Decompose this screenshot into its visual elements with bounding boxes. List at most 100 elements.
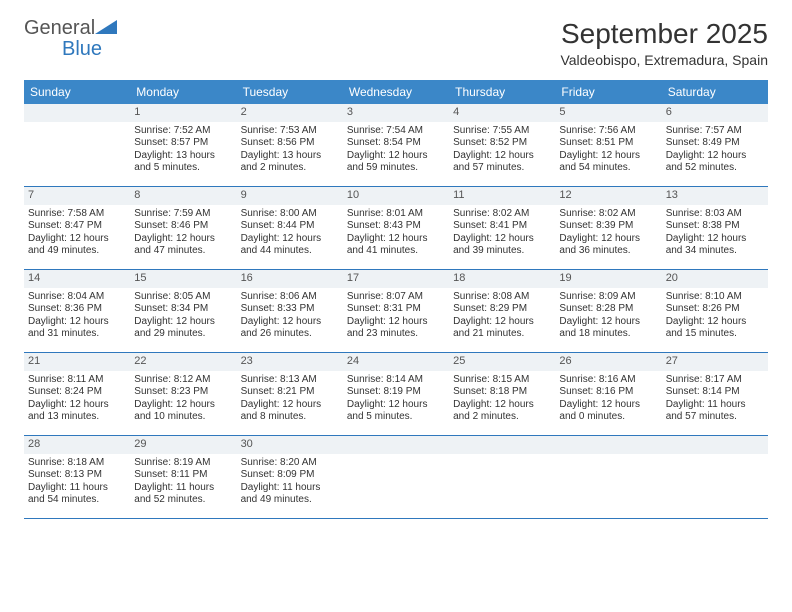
page-title: September 2025 <box>560 18 768 50</box>
sunrise-text: Sunrise: 8:06 AM <box>241 291 339 304</box>
logo: General Blue <box>24 18 117 60</box>
day-number: 5 <box>555 104 661 122</box>
daylight-text: Daylight: 12 hours and 59 minutes. <box>347 150 445 175</box>
day-cell: 25Sunrise: 8:15 AMSunset: 8:18 PMDayligh… <box>449 353 555 435</box>
sunrise-text: Sunrise: 7:56 AM <box>559 125 657 138</box>
day-number: 21 <box>24 353 130 371</box>
day-number: 19 <box>555 270 661 288</box>
day-cell: 2Sunrise: 7:53 AMSunset: 8:56 PMDaylight… <box>237 104 343 186</box>
sunset-text: Sunset: 8:52 PM <box>453 137 551 150</box>
sunrise-text: Sunrise: 8:05 AM <box>134 291 232 304</box>
sunrise-text: Sunrise: 8:02 AM <box>559 208 657 221</box>
weekday-header: Saturday <box>662 80 768 104</box>
day-cell: 22Sunrise: 8:12 AMSunset: 8:23 PMDayligh… <box>130 353 236 435</box>
sunrise-text: Sunrise: 7:53 AM <box>241 125 339 138</box>
day-cell: 17Sunrise: 8:07 AMSunset: 8:31 PMDayligh… <box>343 270 449 352</box>
daylight-text: Daylight: 12 hours and 23 minutes. <box>347 316 445 341</box>
day-number: 16 <box>237 270 343 288</box>
day-number: 24 <box>343 353 449 371</box>
day-cell <box>449 436 555 518</box>
daylight-text: Daylight: 12 hours and 2 minutes. <box>453 399 551 424</box>
sunrise-text: Sunrise: 8:03 AM <box>666 208 764 221</box>
daylight-text: Daylight: 11 hours and 49 minutes. <box>241 482 339 507</box>
day-cell: 4 Sunrise: 7:55 AMSunset: 8:52 PMDaylight… <box>449 104 555 186</box>
title-block: September 2025 Valdeobispo, Extremadura,… <box>560 18 768 68</box>
daylight-text: Daylight: 13 hours and 5 minutes. <box>134 150 232 175</box>
day-cell: 16 Sunrise: 8:06 AMSunset: 8:33 PMDayligh… <box>237 270 343 352</box>
sunset-text: Sunset: 8:41 PM <box>453 220 551 233</box>
sunset-text: Sunset: 8:47 PM <box>28 220 126 233</box>
daylight-text: Daylight: 12 hours and 44 minutes. <box>241 233 339 258</box>
weekday-header: Monday <box>130 80 236 104</box>
calendar: SundayMondayTuesdayWednesdayThursdayFrid… <box>24 80 768 519</box>
page-subtitle: Valdeobispo, Extremadura, Spain <box>560 52 768 68</box>
day-cell: 26Sunrise: 8:16 AMSunset: 8:16 PMDayligh… <box>555 353 661 435</box>
day-cell: 19Sunrise: 8:09 AMSunset: 8:28 PMDayligh… <box>555 270 661 352</box>
sunset-text: Sunset: 8:36 PM <box>28 303 126 316</box>
sunset-text: Sunset: 8:09 PM <box>241 469 339 482</box>
day-number: 23 <box>237 353 343 371</box>
sunset-text: Sunset: 8:34 PM <box>134 303 232 316</box>
sunset-text: Sunset: 8:57 PM <box>134 137 232 150</box>
sunset-text: Sunset: 8:31 PM <box>347 303 445 316</box>
sunset-text: Sunset: 8:24 PM <box>28 386 126 399</box>
day-number: 22 <box>130 353 236 371</box>
day-number: 28 <box>24 436 130 454</box>
day-cell: 27 Sunrise: 8:17 AMSunset: 8:14 PMDayligh… <box>662 353 768 435</box>
day-cell: 18Sunrise: 8:08 AMSunset: 8:29 PMDayligh… <box>449 270 555 352</box>
day-number: 30 <box>237 436 343 454</box>
day-number <box>662 436 768 454</box>
day-number: 14 <box>24 270 130 288</box>
day-cell: 20Sunrise: 8:10 AMSunset: 8:26 PMDayligh… <box>662 270 768 352</box>
sunrise-text: Sunrise: 8:13 AM <box>241 374 339 387</box>
sunset-text: Sunset: 8:33 PM <box>241 303 339 316</box>
header: General Blue September 2025 Valdeobispo,… <box>24 18 768 68</box>
day-cell: 12Sunrise: 8:02 AMSunset: 8:39 PMDayligh… <box>555 187 661 269</box>
day-cell: 10Sunrise: 8:01 AMSunset: 8:43 PMDayligh… <box>343 187 449 269</box>
sunset-text: Sunset: 8:14 PM <box>666 386 764 399</box>
week-row: 28Sunrise: 8:18 AMSunset: 8:13 PMDayligh… <box>24 436 768 519</box>
day-number: 4 <box>449 104 555 122</box>
day-number <box>555 436 661 454</box>
logo-word-2: Blue <box>24 38 102 60</box>
day-number <box>449 436 555 454</box>
sunset-text: Sunset: 8:49 PM <box>666 137 764 150</box>
daylight-text: Daylight: 11 hours and 54 minutes. <box>28 482 126 507</box>
sunrise-text: Sunrise: 7:59 AM <box>134 208 232 221</box>
sunrise-text: Sunrise: 8:02 AM <box>453 208 551 221</box>
sunset-text: Sunset: 8:23 PM <box>134 386 232 399</box>
daylight-text: Daylight: 11 hours and 52 minutes. <box>134 482 232 507</box>
sunrise-text: Sunrise: 8:16 AM <box>559 374 657 387</box>
day-number: 11 <box>449 187 555 205</box>
sunset-text: Sunset: 8:28 PM <box>559 303 657 316</box>
sunrise-text: Sunrise: 8:15 AM <box>453 374 551 387</box>
day-cell: 5Sunrise: 7:56 AMSunset: 8:51 PMDaylight… <box>555 104 661 186</box>
weekday-header-row: SundayMondayTuesdayWednesdayThursdayFrid… <box>24 80 768 104</box>
daylight-text: Daylight: 12 hours and 57 minutes. <box>453 150 551 175</box>
weekday-header: Wednesday <box>343 80 449 104</box>
day-cell <box>24 104 130 186</box>
daylight-text: Daylight: 13 hours and 2 minutes. <box>241 150 339 175</box>
day-cell: 8Sunrise: 7:59 AMSunset: 8:46 PMDaylight… <box>130 187 236 269</box>
daylight-text: Daylight: 11 hours and 57 minutes. <box>666 399 764 424</box>
daylight-text: Daylight: 12 hours and 26 minutes. <box>241 316 339 341</box>
sunset-text: Sunset: 8:16 PM <box>559 386 657 399</box>
sunrise-text: Sunrise: 7:55 AM <box>453 125 551 138</box>
day-number: 1 <box>130 104 236 122</box>
day-cell: 7Sunrise: 7:58 AMSunset: 8:47 PMDaylight… <box>24 187 130 269</box>
day-number: 27 <box>662 353 768 371</box>
week-row: 14Sunrise: 8:04 AMSunset: 8:36 PMDayligh… <box>24 270 768 353</box>
day-number: 8 <box>130 187 236 205</box>
sunrise-text: Sunrise: 8:20 AM <box>241 457 339 470</box>
sunrise-text: Sunrise: 7:52 AM <box>134 125 232 138</box>
sunrise-text: Sunrise: 8:18 AM <box>28 457 126 470</box>
week-row: 21Sunrise: 8:11 AMSunset: 8:24 PMDayligh… <box>24 353 768 436</box>
logo-word-1: General <box>24 17 95 39</box>
day-cell <box>662 436 768 518</box>
day-cell: 13Sunrise: 8:03 AMSunset: 8:38 PMDayligh… <box>662 187 768 269</box>
weeks-container: 1Sunrise: 7:52 AMSunset: 8:57 PMDaylight… <box>24 104 768 519</box>
day-number: 17 <box>343 270 449 288</box>
day-cell: 14Sunrise: 8:04 AMSunset: 8:36 PMDayligh… <box>24 270 130 352</box>
day-number: 2 <box>237 104 343 122</box>
sunrise-text: Sunrise: 8:17 AM <box>666 374 764 387</box>
